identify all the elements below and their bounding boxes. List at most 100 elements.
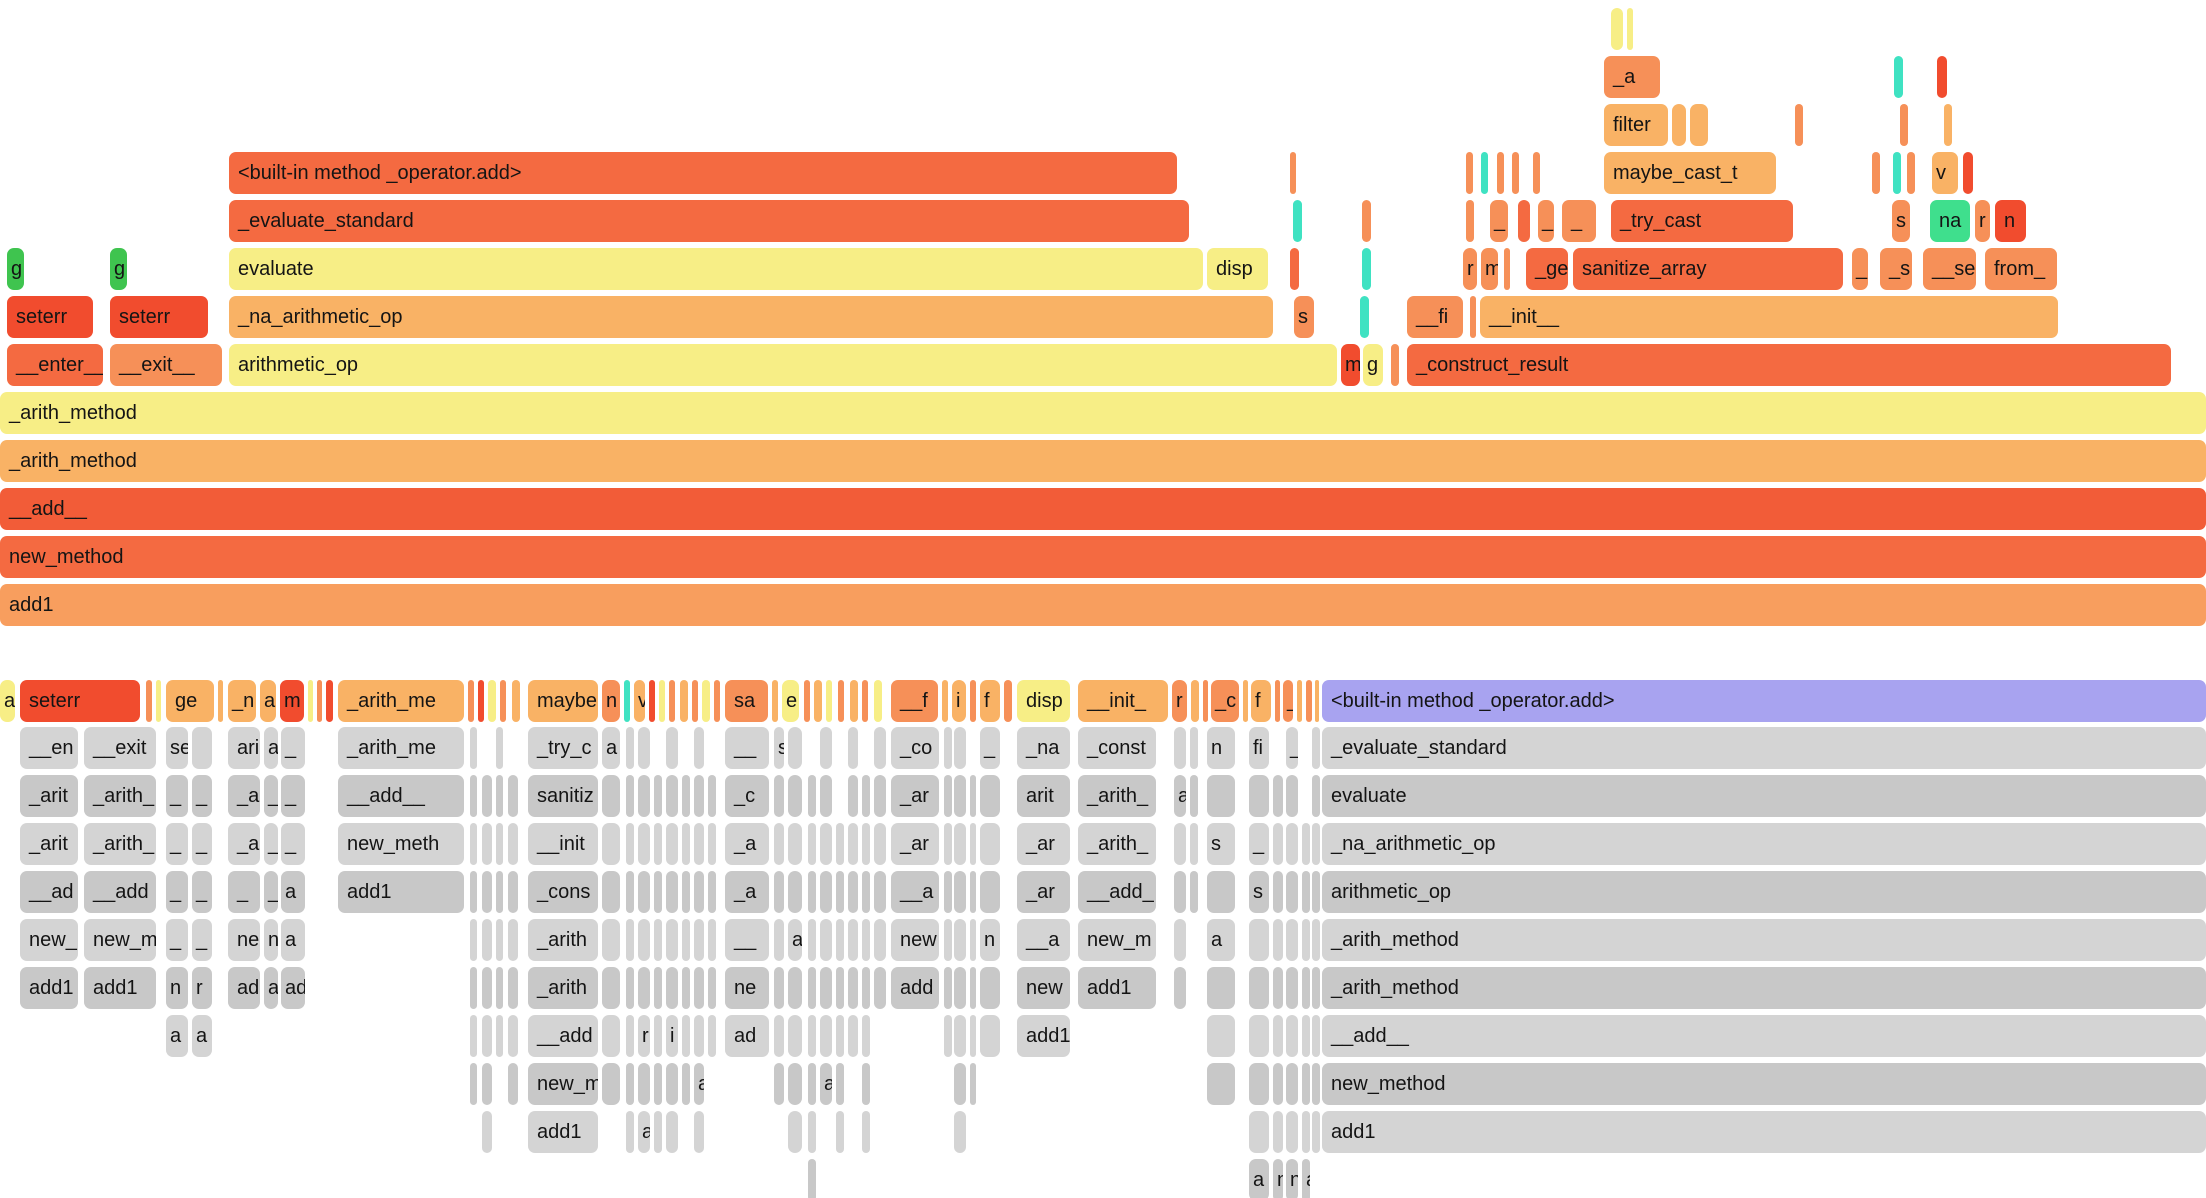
frame-__add__[interactable]: __add__ (0, 488, 2206, 530)
frame-builtinmethod_operatoradd[interactable]: <built-in method _operator.add> (1322, 680, 2206, 722)
frame-a[interactable]: a (281, 871, 305, 913)
frame-sliver[interactable] (482, 1015, 492, 1057)
frame-_[interactable]: _ (1286, 727, 1298, 769)
frame-sliver[interactable] (1312, 967, 1320, 1009)
frame-sliver[interactable] (602, 775, 620, 817)
frame-sliver[interactable] (482, 1063, 492, 1105)
frame-sliver[interactable] (682, 871, 690, 913)
frame-_arit[interactable]: _arit (20, 775, 78, 817)
frame-a[interactable]: a (264, 967, 278, 1009)
frame-__add[interactable]: __add (84, 871, 156, 913)
frame-sliver[interactable] (1466, 152, 1473, 194)
frame-_arith_method[interactable]: _arith_method (1322, 967, 2206, 1009)
frame-maybe_cast_t[interactable]: maybe_cast_t (1604, 152, 1776, 194)
frame-sliver[interactable] (1312, 1063, 1320, 1105)
frame-sliver[interactable] (954, 967, 966, 1009)
frame-sliver[interactable] (1174, 823, 1186, 865)
frame-n[interactable]: n (1995, 200, 2026, 242)
frame-new_m[interactable]: new_m (1078, 919, 1156, 961)
frame-_co[interactable]: _co (891, 727, 939, 769)
frame-sliver[interactable] (1302, 919, 1310, 961)
frame-sliver[interactable] (874, 919, 886, 961)
frame-sliver[interactable] (666, 871, 678, 913)
frame-_[interactable]: _ (166, 775, 188, 817)
frame-sliver[interactable] (788, 967, 802, 1009)
frame-sliver[interactable] (1297, 680, 1302, 722)
frame-s[interactable]: s (1249, 871, 1269, 913)
frame-i[interactable]: i (952, 680, 966, 722)
frame-sliver[interactable] (1249, 775, 1269, 817)
frame-sliver[interactable] (1207, 871, 1235, 913)
frame-sliver[interactable] (654, 1111, 662, 1153)
frame-_[interactable]: _ (281, 823, 305, 865)
frame-sliver[interactable] (626, 919, 634, 961)
frame-sliver[interactable] (836, 1015, 844, 1057)
frame-_construct_result[interactable]: _construct_result (1407, 344, 2171, 386)
frame-sliver[interactable] (470, 1015, 477, 1057)
frame-sliver[interactable] (602, 919, 620, 961)
frame-__enter__[interactable]: __enter__ (7, 344, 103, 386)
frame-sliver[interactable] (848, 919, 858, 961)
frame-sliver[interactable] (666, 775, 678, 817)
frame-_na_arithmetic_op[interactable]: _na_arithmetic_op (1322, 823, 2206, 865)
frame-add1[interactable]: add1 (528, 1111, 598, 1153)
frame-sliver[interactable] (1207, 967, 1235, 1009)
frame-a[interactable]: a (638, 1111, 650, 1153)
frame-seterr[interactable]: seterr (110, 296, 208, 338)
frame-sliver[interactable] (682, 967, 690, 1009)
frame-sliver[interactable] (788, 823, 802, 865)
frame-sliver[interactable] (862, 775, 870, 817)
frame-sliver[interactable] (836, 823, 844, 865)
frame-sliver[interactable] (1302, 1111, 1310, 1153)
frame-sliver[interactable] (850, 680, 858, 722)
frame-n[interactable]: n (980, 919, 1000, 961)
frame-_ar[interactable]: _ar (1017, 823, 1070, 865)
frame-sliver[interactable] (682, 823, 690, 865)
frame-sliver[interactable] (954, 1063, 966, 1105)
frame-_ar[interactable]: _ar (891, 775, 939, 817)
frame-_n[interactable]: _n (228, 680, 256, 722)
frame-r[interactable]: r (1172, 680, 1187, 722)
frame-sliver[interactable] (1900, 104, 1908, 146)
frame-sliver[interactable] (156, 680, 161, 722)
frame-_[interactable]: _ (281, 775, 305, 817)
frame-sliver[interactable] (848, 871, 858, 913)
frame-sliver[interactable] (1312, 727, 1320, 769)
frame-sliver[interactable] (970, 775, 976, 817)
frame-_[interactable]: _ (264, 823, 278, 865)
frame-a[interactable]: a (192, 1015, 212, 1057)
frame-se[interactable]: se (166, 727, 188, 769)
frame-sliver[interactable] (1302, 967, 1310, 1009)
frame-disp[interactable]: disp (1207, 248, 1268, 290)
frame-sliver[interactable] (820, 871, 832, 913)
frame-sliver[interactable] (944, 919, 952, 961)
frame-sliver[interactable] (694, 1015, 704, 1057)
frame-sliver[interactable] (944, 871, 952, 913)
frame-_s[interactable]: _s (1880, 248, 1912, 290)
frame-sliver[interactable] (1312, 1111, 1320, 1153)
frame-sliver[interactable] (602, 967, 620, 1009)
frame-evaluate[interactable]: evaluate (1322, 775, 2206, 817)
frame-__add__[interactable]: __add__ (338, 775, 464, 817)
frame-sliver[interactable] (638, 823, 650, 865)
frame-add1[interactable]: add1 (1078, 967, 1156, 1009)
frame-__add_[interactable]: __add_ (1078, 871, 1156, 913)
frame-sliver[interactable] (470, 967, 477, 1009)
frame-sliver[interactable] (1286, 871, 1298, 913)
frame-sliver[interactable] (488, 680, 496, 722)
frame-sliver[interactable] (944, 1015, 952, 1057)
frame-sliver[interactable] (814, 680, 822, 722)
frame-sliver[interactable] (714, 680, 720, 722)
frame-sanitiz[interactable]: sanitiz (528, 775, 598, 817)
frame-from_[interactable]: from_ (1985, 248, 2057, 290)
frame-sliver[interactable] (874, 823, 886, 865)
frame-m[interactable]: m (1341, 344, 1360, 386)
frame-sliver[interactable] (1481, 152, 1488, 194)
frame-sliver[interactable] (659, 680, 665, 722)
frame-sliver[interactable] (970, 967, 976, 1009)
frame-a[interactable]: a (1174, 775, 1186, 817)
frame-sliver[interactable] (772, 680, 778, 722)
frame-sliver[interactable] (970, 871, 976, 913)
frame-sliver[interactable] (694, 1111, 704, 1153)
frame-g[interactable]: g (7, 248, 24, 290)
